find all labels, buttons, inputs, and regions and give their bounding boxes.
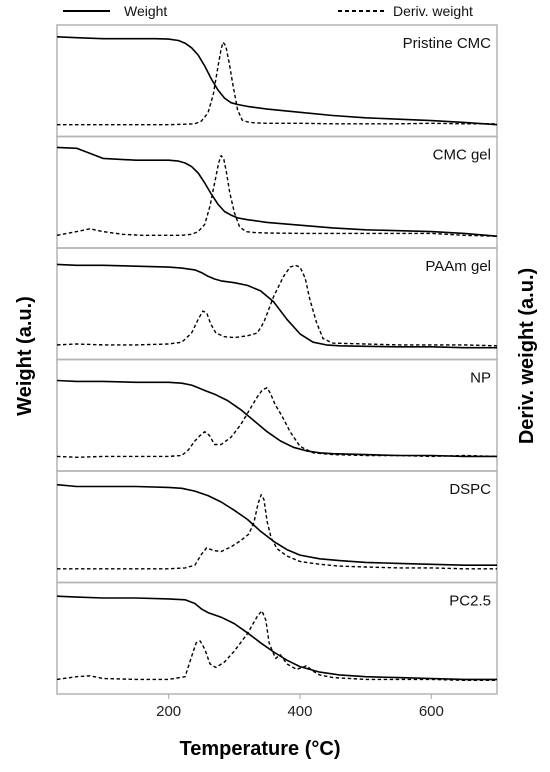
panel-cmc-gel: CMC gel [56,135,498,249]
x-tick-label: 600 [419,703,444,720]
deriv-weight-line [56,387,498,458]
panel-frame [56,470,498,584]
panel-np: NP [56,358,498,472]
panel-label: PC2.5 [449,593,491,610]
panel-label: CMC gel [433,147,491,164]
y-axis-title-left: Weight (a.u.) [14,296,36,416]
deriv-weight-line [56,610,497,681]
panel-frame [56,581,498,695]
deriv-weight-line [57,494,497,570]
x-tick-label: 200 [156,703,181,720]
panel-frame [56,358,498,472]
panel-label: PAAm gel [425,258,491,275]
panel-label: NP [470,370,491,387]
weight-line [56,263,497,349]
panel-label: Pristine CMC [403,35,492,52]
x-axis-title: Temperature (°C) [180,738,341,760]
panel-label: DSPC [449,481,491,498]
panel-paam-gel: PAAm gel [56,247,498,361]
panel-pc2-5: PC2.5 [56,581,498,695]
weight-line [56,595,497,681]
weight-line [56,379,497,458]
panel-dspc: DSPC [56,470,498,584]
x-tick-label: 400 [287,703,312,720]
deriv-weight-line [57,41,497,126]
weight-line [56,146,498,237]
weight-line [56,36,498,126]
deriv-weight-line [56,154,498,237]
y-axis-title-right: Deriv. weight (a.u.) [516,268,538,444]
x-axis: 200 400 600 [156,694,444,720]
legend-weight-label: Weight [124,3,167,19]
deriv-weight-line [56,264,498,347]
panels-group: Pristine CMC CMC gel PAAm gel NP DSPC PC2.5 [56,24,498,695]
weight-line [56,483,497,567]
legend: Weight Deriv. weight [63,3,473,19]
panel-pristine-cmc: Pristine CMC [56,24,498,138]
legend-deriv-label: Deriv. weight [393,3,473,19]
